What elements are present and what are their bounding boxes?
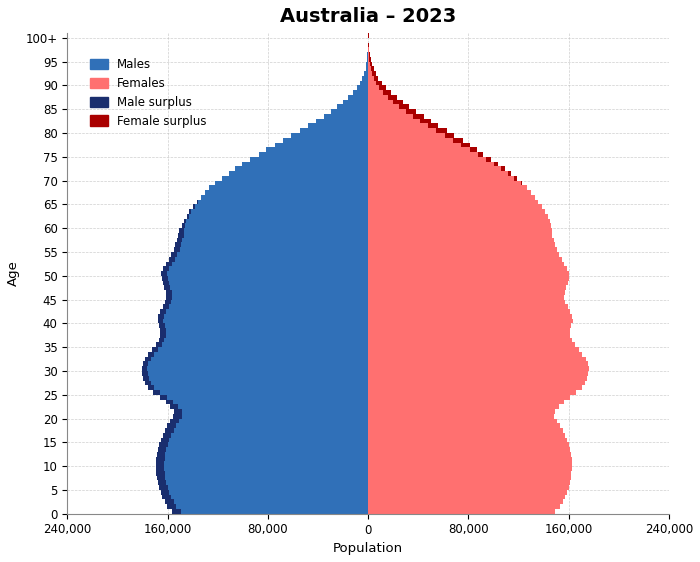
Polygon shape <box>368 33 589 514</box>
Y-axis label: Age: Age <box>7 260 20 287</box>
Legend: Males, Females, Male surplus, Female surplus: Males, Females, Male surplus, Female sur… <box>85 53 211 133</box>
Title: Australia – 2023: Australia – 2023 <box>280 7 456 26</box>
Polygon shape <box>141 33 368 514</box>
X-axis label: Population: Population <box>333 542 403 555</box>
